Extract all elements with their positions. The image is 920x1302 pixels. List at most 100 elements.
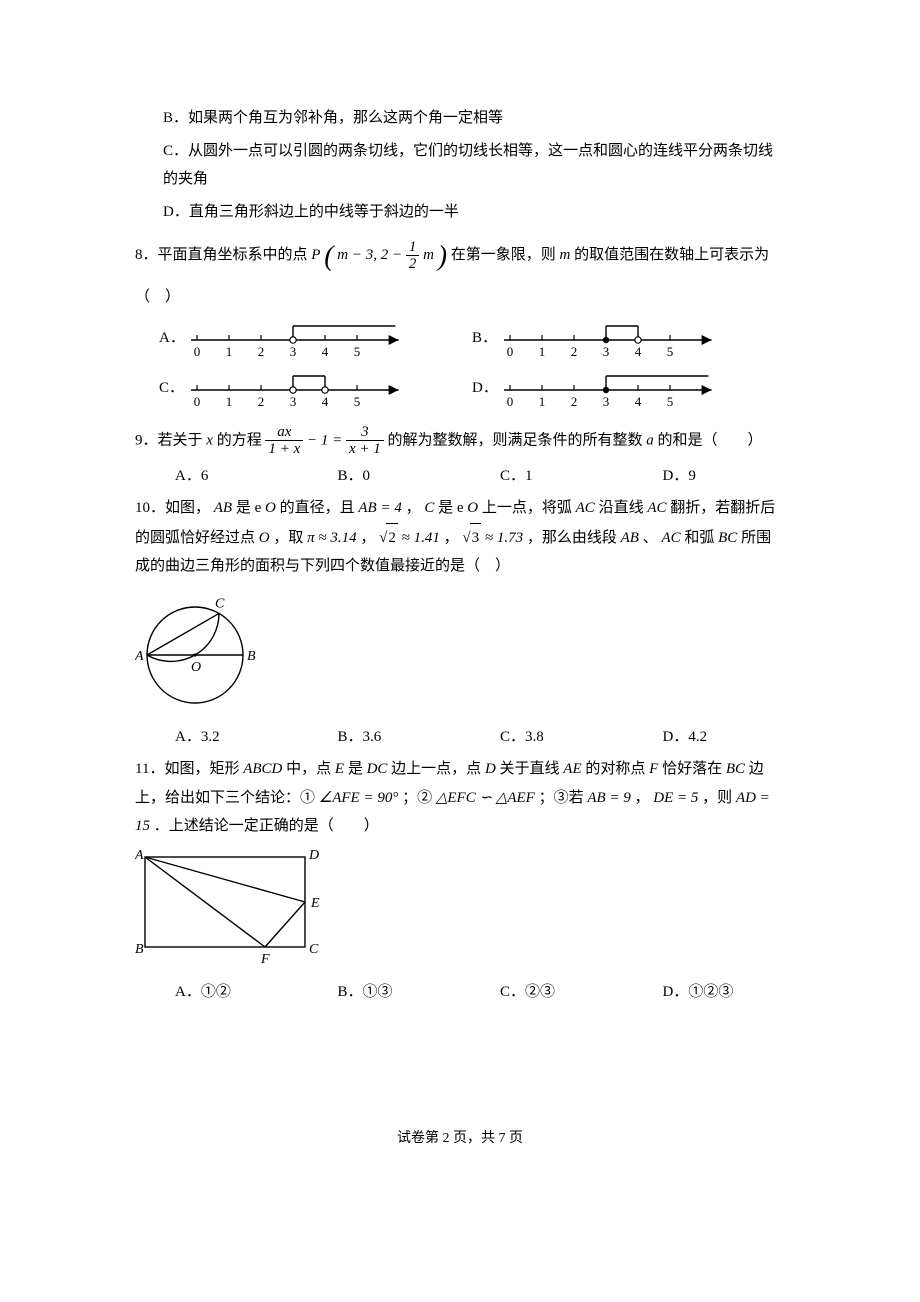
q8-opt-b-label: B． <box>472 324 500 353</box>
svg-text:4: 4 <box>635 394 642 409</box>
svg-text:2: 2 <box>571 344 578 359</box>
q9-frac2-num: 3 <box>346 424 384 442</box>
q8-opt-a-label: A． <box>159 324 187 353</box>
t: AB = 4 <box>358 500 401 516</box>
svg-text:A: A <box>135 848 144 863</box>
q8-inner-left: m − 3, 2 − <box>337 247 402 263</box>
q10-opt-b[interactable]: B．3.6 <box>338 723 461 752</box>
q8-prefix: 8．平面直角坐标系中的点 <box>135 247 308 263</box>
svg-text:5: 5 <box>667 344 674 359</box>
q9-tail: 的和是（ ） <box>658 432 763 448</box>
svg-text:2: 2 <box>571 394 578 409</box>
svg-text:C: C <box>215 596 225 611</box>
q8-opt-d[interactable]: D． 012345 <box>472 368 785 410</box>
q8-opt-d-label: D． <box>472 374 500 403</box>
q8-mvar: m <box>560 247 571 263</box>
svg-text:A: A <box>135 649 144 664</box>
t: ，取 <box>273 530 307 546</box>
svg-text:0: 0 <box>507 394 514 409</box>
svg-text:0: 0 <box>194 344 201 359</box>
q11-opt-d[interactable]: D．①②③ <box>663 978 786 1007</box>
t: BC <box>718 530 737 546</box>
q11-opt-c[interactable]: C．②③ <box>500 978 623 1007</box>
q10-opt-d[interactable]: D．4.2 <box>663 723 786 752</box>
q11-options: A．①② B．①③ C．②③ D．①②③ <box>135 978 785 1007</box>
q8-mid: 在第一象限，则 <box>451 247 560 263</box>
svg-text:1: 1 <box>226 394 233 409</box>
svg-text:C: C <box>309 942 319 957</box>
t: 2 <box>386 523 398 553</box>
svg-text:D: D <box>308 848 319 863</box>
q9-opt-c[interactable]: C．1 <box>500 462 623 491</box>
paren-left-icon: ( <box>324 241 333 272</box>
t: 是 e <box>236 500 265 516</box>
q8-opt-c-label: C． <box>159 374 187 403</box>
t: ，则 <box>702 790 736 806</box>
t: 的对称点 <box>585 761 649 777</box>
q9-mid1: 的方程 <box>217 432 266 448</box>
t: ABCD <box>243 761 282 777</box>
svg-text:1: 1 <box>539 394 546 409</box>
t: AB <box>214 500 232 516</box>
q9-options: A．6 B．0 C．1 D．9 <box>135 462 785 491</box>
q9-opt-b[interactable]: B．0 <box>338 462 461 491</box>
t: O <box>265 500 276 516</box>
t: 11．如图，矩形 <box>135 761 243 777</box>
q9-prefix: 9．若关于 <box>135 432 206 448</box>
t: 沿直线 <box>599 500 648 516</box>
q8-opt-b-fig: 012345 <box>500 318 721 360</box>
q11-opt-b[interactable]: B．①③ <box>338 978 461 1007</box>
t: AC <box>576 500 595 516</box>
q8-options: A． 012345 B． 012345 C． 012345 D． 012345 <box>135 318 785 410</box>
q8-opt-a[interactable]: A． 012345 <box>159 318 472 360</box>
t: DE = 5 <box>653 790 698 806</box>
t: AC <box>647 500 666 516</box>
t: E <box>335 761 344 777</box>
q9-frac1: ax 1 + x <box>265 424 303 458</box>
t: AB = 9 <box>587 790 630 806</box>
q10-figure: ABCO <box>135 587 785 717</box>
t: 中，点 <box>286 761 335 777</box>
sqrt2-icon: 2 <box>379 523 398 553</box>
svg-text:F: F <box>260 952 270 967</box>
q8-opt-c[interactable]: C． 012345 <box>159 368 472 410</box>
q8-opt-c-fig: 012345 <box>187 368 408 410</box>
t: 的直径，且 <box>280 500 359 516</box>
t: O <box>259 530 270 546</box>
t: 和弧 <box>684 530 718 546</box>
q9-opt-d[interactable]: D．9 <box>663 462 786 491</box>
q9-opt-a[interactable]: A．6 <box>175 462 298 491</box>
q8-stem: 8．平面直角坐标系中的点 P ( m − 3, 2 − 1 2 m ) 在第一象… <box>135 230 785 312</box>
svg-text:4: 4 <box>635 344 642 359</box>
q8-opt-d-fig: 012345 <box>500 368 721 410</box>
paren-right-icon: ) <box>438 241 447 272</box>
svg-text:E: E <box>310 896 320 911</box>
t: C <box>424 500 434 516</box>
svg-text:1: 1 <box>226 344 233 359</box>
svg-text:B: B <box>135 942 144 957</box>
svg-text:0: 0 <box>194 394 201 409</box>
prev-option-c: C．从圆外一点可以引圆的两条切线，它们的切线长相等，这一点和圆心的连线平分两条切… <box>135 137 785 194</box>
svg-text:4: 4 <box>322 344 329 359</box>
t: ．上述结论一定正确的是（ ） <box>154 818 379 834</box>
svg-text:3: 3 <box>290 394 297 409</box>
q9-minus: − 1 = <box>307 432 346 448</box>
t: 恰好落在 <box>662 761 726 777</box>
svg-text:5: 5 <box>667 394 674 409</box>
q8-inner-right: m <box>423 247 434 263</box>
q9-stem: 9．若关于 x 的方程 ax 1 + x − 1 = 3 x + 1 的解为整数… <box>135 424 785 458</box>
q8-opt-b[interactable]: B． 012345 <box>472 318 785 360</box>
svg-text:3: 3 <box>290 344 297 359</box>
t: 、 <box>643 530 658 546</box>
q10-opt-a[interactable]: A．3.2 <box>175 723 298 752</box>
t: 是 <box>348 761 367 777</box>
q11-opt-a[interactable]: A．①② <box>175 978 298 1007</box>
q11-svg: A D B C E F <box>135 847 335 972</box>
q10-opt-c[interactable]: C．3.8 <box>500 723 623 752</box>
t: D <box>485 761 496 777</box>
t: ，那么由线段 <box>527 530 621 546</box>
t: ， <box>406 500 421 516</box>
svg-text:5: 5 <box>354 344 361 359</box>
t: ；③若 <box>539 790 588 806</box>
svg-text:5: 5 <box>354 394 361 409</box>
